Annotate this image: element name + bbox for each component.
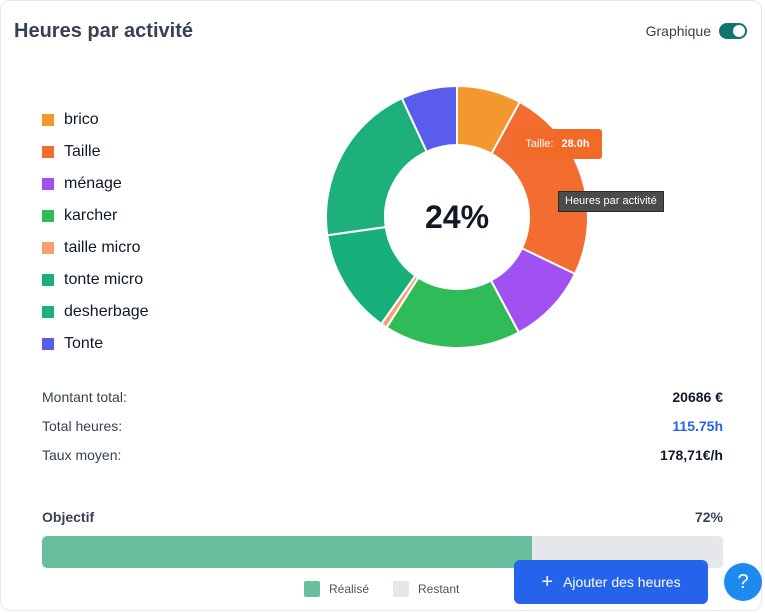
legend-swatch [42,178,54,190]
donut-chart [326,86,588,348]
objective-label: Objectif [42,509,95,525]
donut-slice-tonte[interactable] [400,86,458,154]
progress-legend-remaining: Restant [393,581,459,597]
hover-hint: Heures par activité [558,191,664,212]
stat-label: Taux moyen: [42,446,122,463]
slice-tooltip: Taille: 28.0h [513,129,602,159]
stat-value: 20686 € [672,388,723,405]
toggle-knob [733,25,745,37]
legend-label: Tonte [64,335,104,352]
add-hours-label: Ajouter des heures [563,574,681,590]
legend-swatch [42,274,54,286]
legend-label: desherbage [64,303,149,320]
legend-swatch [393,581,409,597]
stat-row-amount: Montant total: 20686 € [42,382,723,411]
legend-item[interactable]: tonte micro [42,264,149,296]
add-hours-button[interactable]: + Ajouter des heures [514,560,708,604]
stat-label: Total heures: [42,417,123,434]
chart-legend: brico Taille ménage karcher taille micro tont… [42,104,149,360]
objective-percent: 72% [694,509,723,525]
legend-swatch [42,146,54,158]
tooltip-label: Taille: [525,138,554,150]
stat-value: 115.75h [672,417,723,434]
legend-item[interactable]: desherbage [42,296,149,328]
donut-slice-desherbage[interactable] [326,96,429,237]
progress-legend-done: Réalisé [304,581,369,597]
tooltip-value: 28.0h [561,138,590,150]
chart-toggle-label: Graphique [645,23,711,39]
legend-swatch [304,581,320,597]
progress-fill [42,536,533,568]
legend-label: Restant [418,582,460,596]
legend-label: tonte micro [64,271,144,288]
legend-item[interactable]: Tonte [42,328,149,360]
legend-swatch [42,210,54,222]
legend-item[interactable]: brico [42,104,149,136]
legend-item[interactable]: taille micro [42,232,149,264]
legend-label: brico [64,111,99,128]
donut-slice-taille[interactable] [490,100,588,276]
plus-icon: + [541,571,554,593]
help-button[interactable]: ? [724,563,762,601]
card-title: Heures par activité [14,20,193,42]
legend-swatch [42,306,54,318]
chart-toggle-switch[interactable] [719,23,747,39]
legend-label: ménage [64,175,122,192]
legend-swatch [42,338,54,350]
legend-item[interactable]: karcher [42,200,149,232]
objective-header: Objectif 72% [42,509,723,525]
legend-label: taille micro [64,239,141,256]
question-icon: ? [737,570,749,593]
legend-item[interactable]: Taille [42,136,149,168]
stats-list: Montant total: 20686 € Total heures: 115… [42,382,723,469]
legend-swatch [42,242,54,254]
chart-toggle-group: Graphique [646,23,747,39]
legend-swatch [42,114,54,126]
legend-label: Taille [64,143,101,160]
stat-label: Montant total: [42,388,127,405]
stat-value: 178,71€/h [659,446,723,463]
stat-row-rate: Taux moyen: 178,71€/h [42,440,723,469]
legend-item[interactable]: ménage [42,168,149,200]
legend-label: karcher [64,207,118,224]
stat-row-hours: Total heures: 115.75h [42,411,723,440]
legend-label: Réalisé [329,582,370,596]
